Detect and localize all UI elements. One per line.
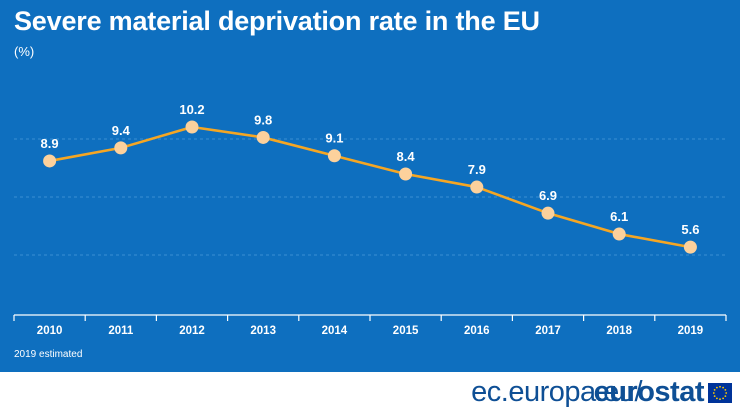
- footnote: 2019 estimated: [14, 349, 83, 360]
- data-point-2017: [541, 206, 555, 220]
- x-tick-label-2017: 2017: [535, 325, 561, 337]
- data-point-2014: [327, 149, 341, 163]
- data-label-2018: 6.1: [610, 209, 628, 224]
- unit-label: (%): [14, 44, 35, 59]
- data-label-2015: 8.4: [397, 149, 416, 164]
- data-label-2014: 9.1: [325, 131, 343, 146]
- data-point-2010: [43, 154, 57, 168]
- footer-brand[interactable]: eurostat: [593, 376, 705, 408]
- x-tick-label-2016: 2016: [464, 325, 490, 337]
- data-label-2017: 6.9: [539, 188, 557, 203]
- eu-flag-icon: [708, 383, 732, 403]
- series-line: [49, 125, 691, 249]
- data-label-2013: 9.8: [254, 112, 272, 127]
- data-label-2019: 5.6: [681, 222, 699, 237]
- x-tick-label-2011: 2011: [108, 325, 134, 337]
- data-label-2011: 9.4: [112, 123, 131, 138]
- footer-bar: ec.europa.eu/ eurostat: [0, 372, 740, 415]
- data-point-2019: [683, 240, 697, 254]
- data-label-2010: 8.9: [41, 136, 59, 151]
- footer-url[interactable]: ec.europa.eu/: [471, 376, 642, 408]
- x-tick-label-2014: 2014: [322, 325, 348, 337]
- chart-title: Severe material deprivation rate in the …: [14, 6, 540, 36]
- data-point-2012: [185, 120, 199, 134]
- x-tick-label-2019: 2019: [678, 325, 704, 337]
- data-point-2011: [114, 141, 128, 155]
- line-chart: 2010 2011 2012 2013 2014 2015 2016 2017 2018 2019…: [13, 102, 727, 337]
- data-label-2016: 7.9: [468, 162, 486, 177]
- data-label-2012: 10.2: [179, 102, 204, 117]
- x-tick-label-2013: 2013: [250, 325, 276, 337]
- x-tick-label-2010: 2010: [37, 325, 63, 337]
- data-point-2016: [470, 180, 484, 194]
- x-tick-label-2018: 2018: [606, 325, 632, 337]
- x-tick-label-2015: 2015: [393, 325, 419, 337]
- data-point-2013: [256, 130, 270, 144]
- data-point-2018: [612, 227, 626, 241]
- x-tick-label-2012: 2012: [179, 325, 205, 337]
- data-point-2015: [399, 167, 413, 181]
